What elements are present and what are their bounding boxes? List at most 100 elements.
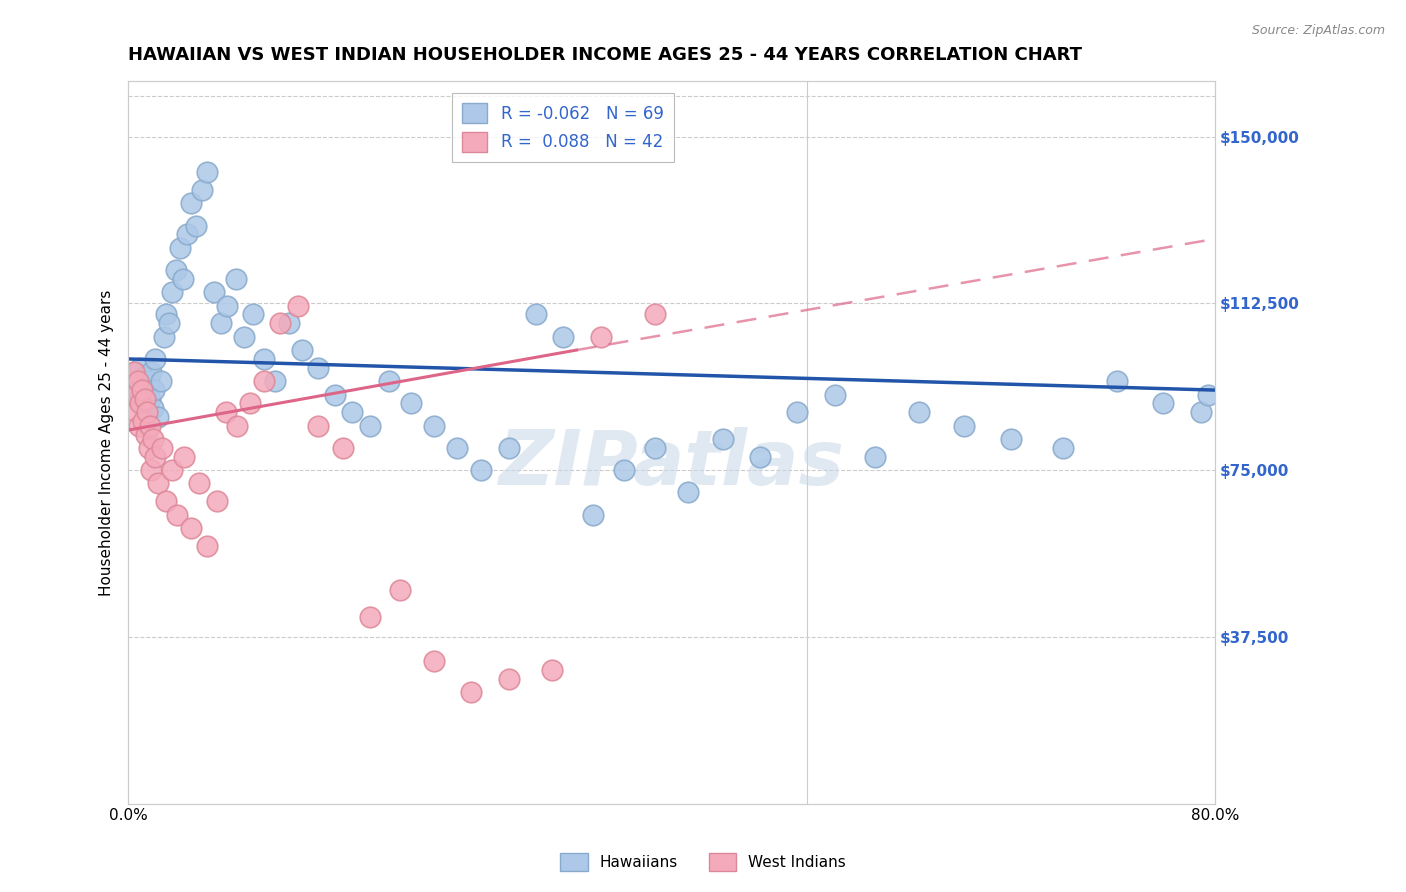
Legend: Hawaiians, West Indians: Hawaiians, West Indians: [554, 847, 852, 877]
Point: [644, 308, 666, 322]
Point: [195, 539, 218, 553]
Point: [129, 396, 152, 410]
Point: [141, 365, 163, 379]
Point: [589, 330, 612, 344]
Point: [138, 441, 160, 455]
Point: [134, 396, 156, 410]
Point: [342, 405, 364, 419]
Point: [217, 299, 239, 313]
Point: [498, 672, 520, 686]
Point: [169, 241, 191, 255]
Point: [124, 365, 146, 379]
Point: [187, 476, 209, 491]
Point: [180, 196, 202, 211]
Point: [824, 387, 846, 401]
Point: [190, 183, 212, 197]
Point: [146, 476, 169, 491]
Point: [145, 351, 167, 366]
Point: [1189, 405, 1212, 419]
Point: [173, 450, 195, 464]
Point: [166, 508, 188, 522]
Point: [446, 441, 468, 455]
Point: [226, 418, 249, 433]
Point: [122, 365, 145, 379]
Point: [907, 405, 929, 419]
Point: [264, 374, 287, 388]
Point: [145, 450, 167, 464]
Point: [332, 441, 354, 455]
Point: [541, 663, 564, 677]
Point: [359, 610, 381, 624]
Point: [172, 272, 194, 286]
Point: [132, 414, 155, 428]
Point: [135, 427, 157, 442]
Point: [239, 396, 262, 410]
Point: [359, 418, 381, 433]
Point: [138, 374, 160, 388]
Point: [253, 351, 276, 366]
Point: [711, 432, 734, 446]
Text: HAWAIIAN VS WEST INDIAN HOUSEHOLDER INCOME AGES 25 - 44 YEARS CORRELATION CHART: HAWAIIAN VS WEST INDIAN HOUSEHOLDER INCO…: [128, 46, 1083, 64]
Point: [128, 418, 150, 433]
Point: [291, 343, 314, 357]
Point: [180, 521, 202, 535]
Point: [202, 285, 225, 300]
Point: [269, 317, 291, 331]
Point: [865, 450, 887, 464]
Point: [378, 374, 401, 388]
Point: [205, 494, 228, 508]
Point: [131, 378, 153, 392]
Point: [152, 330, 174, 344]
Point: [644, 441, 666, 455]
Point: [125, 405, 148, 419]
Point: [143, 383, 166, 397]
Point: [131, 383, 153, 397]
Point: [142, 432, 165, 446]
Point: [157, 317, 180, 331]
Point: [186, 219, 208, 233]
Point: [1000, 432, 1022, 446]
Point: [582, 508, 605, 522]
Point: [127, 374, 149, 388]
Point: [676, 485, 699, 500]
Point: [277, 317, 299, 331]
Point: [134, 392, 156, 406]
Point: [524, 308, 547, 322]
Point: [1052, 441, 1074, 455]
Point: [165, 263, 187, 277]
Legend: R = -0.062   N = 69, R =  0.088   N = 42: R = -0.062 N = 69, R = 0.088 N = 42: [453, 93, 673, 162]
Point: [195, 165, 218, 179]
Point: [613, 463, 636, 477]
Point: [139, 392, 162, 406]
Point: [307, 418, 329, 433]
Point: [132, 369, 155, 384]
Point: [786, 405, 808, 419]
Point: [323, 387, 346, 401]
Point: [129, 360, 152, 375]
Y-axis label: Householder Income Ages 25 - 44 years: Householder Income Ages 25 - 44 years: [100, 289, 114, 596]
Point: [209, 317, 232, 331]
Point: [1107, 374, 1129, 388]
Point: [388, 583, 411, 598]
Point: [551, 330, 574, 344]
Point: [149, 374, 172, 388]
Point: [1152, 396, 1174, 410]
Point: [160, 285, 183, 300]
Point: [423, 654, 446, 668]
Point: [146, 409, 169, 424]
Point: [225, 272, 247, 286]
Point: [307, 360, 329, 375]
Point: [139, 418, 162, 433]
Point: [176, 227, 198, 242]
Text: Source: ZipAtlas.com: Source: ZipAtlas.com: [1251, 24, 1385, 37]
Point: [135, 387, 157, 401]
Point: [141, 463, 163, 477]
Point: [215, 405, 238, 419]
Point: [748, 450, 770, 464]
Text: ZIPatlas: ZIPatlas: [499, 427, 845, 501]
Point: [253, 374, 276, 388]
Point: [160, 463, 183, 477]
Point: [155, 308, 177, 322]
Point: [399, 396, 422, 410]
Point: [460, 685, 482, 699]
